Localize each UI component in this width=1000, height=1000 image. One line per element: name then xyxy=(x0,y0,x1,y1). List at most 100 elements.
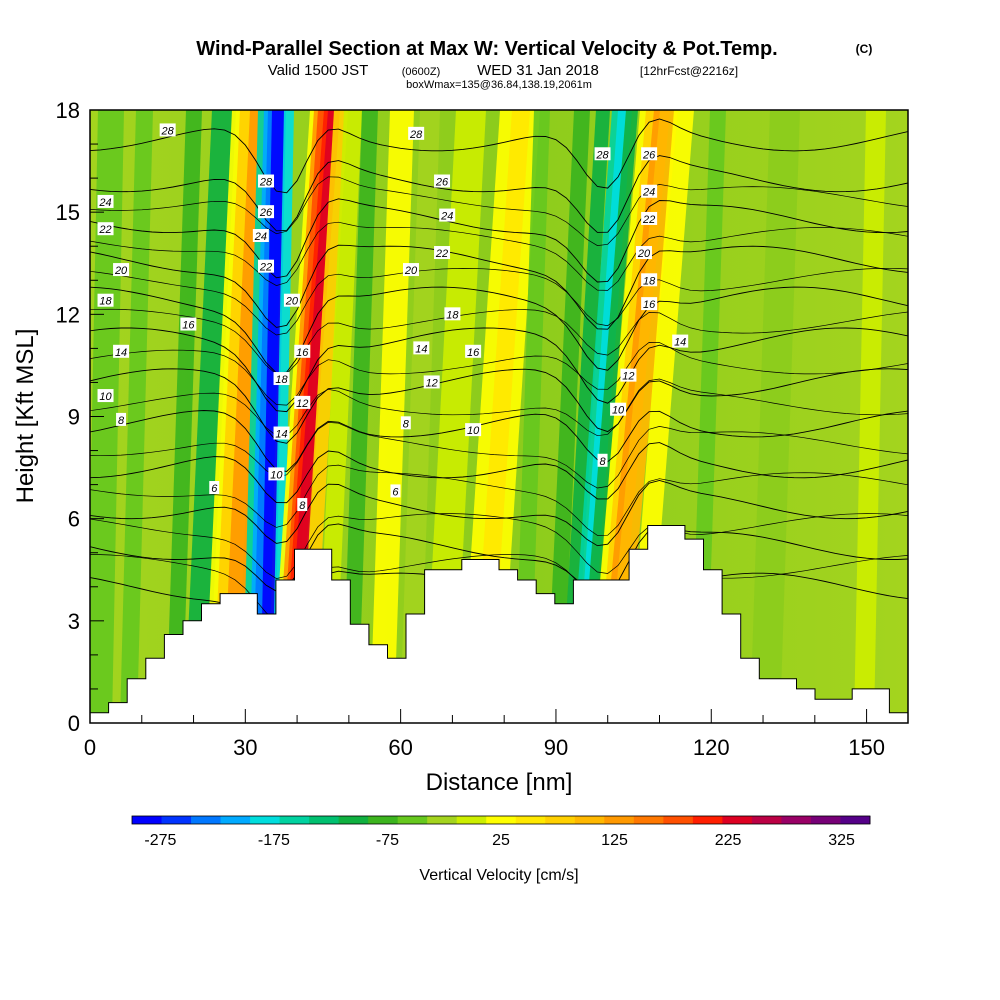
theta-label: 28 xyxy=(408,126,425,141)
theta-contour xyxy=(90,513,908,579)
theta-label: 22 xyxy=(434,246,451,260)
theta-label: 20 xyxy=(283,293,300,308)
chart-title: Wind-Parallel Section at Max W: Vertical… xyxy=(196,38,777,60)
theta-contour xyxy=(90,422,908,489)
velocity-band xyxy=(560,110,610,723)
colorbar-swatch xyxy=(810,816,841,824)
colorbar-swatch xyxy=(515,816,546,824)
colorbar-tick-label: 25 xyxy=(492,832,510,849)
theta-label: 24 xyxy=(439,208,456,223)
theta-label: 6 xyxy=(209,481,220,495)
theta-contour xyxy=(90,221,908,291)
theta-label: 10 xyxy=(610,402,627,417)
theta-label-text: 16 xyxy=(296,347,309,359)
y-axis: 0 3 6 9 12 15 18 xyxy=(56,98,104,736)
theta-label: 12 xyxy=(423,375,440,389)
colorbar-swatch xyxy=(604,816,635,824)
theta-label-text: 24 xyxy=(642,187,655,199)
colorbar: -275 -175 -75 25 125 225 325 xyxy=(131,815,871,849)
x-tick-label: 150 xyxy=(848,735,885,760)
theta-label-text: 20 xyxy=(285,296,299,308)
colorbar-frame xyxy=(131,815,871,825)
theta-label-text: 24 xyxy=(440,211,453,223)
velocity-band xyxy=(546,110,590,723)
theta-contour xyxy=(90,244,908,330)
theta-contour xyxy=(90,176,908,246)
theta-label: 24 xyxy=(641,184,658,199)
theta-label-text: 8 xyxy=(403,418,410,430)
colorbar-swatch xyxy=(191,816,222,824)
theta-label-text: 6 xyxy=(211,483,218,495)
y-tick-label: 6 xyxy=(68,507,80,532)
colorbar-swatch xyxy=(279,816,310,824)
theta-contour xyxy=(90,523,908,596)
theta-label: 26 xyxy=(434,174,451,189)
subtitle-forecast: [12hrFcst@2216z] xyxy=(640,64,738,78)
theta-label-text: 12 xyxy=(622,371,634,383)
velocity-band xyxy=(604,110,678,723)
terrain xyxy=(90,525,908,723)
theta-label: 20 xyxy=(402,263,419,277)
theta-label: 24 xyxy=(252,229,269,243)
colorbar-swatch xyxy=(633,816,664,824)
colorbar-swatch xyxy=(338,816,369,824)
theta-label-text: 28 xyxy=(595,149,609,161)
theta-label-text: 16 xyxy=(467,347,480,359)
theta-contour xyxy=(90,342,908,406)
colorbar-tick-label: 325 xyxy=(828,832,855,849)
velocity-band xyxy=(750,110,800,723)
theta-label: 24 xyxy=(97,194,114,209)
theta-label: 8 xyxy=(116,412,127,427)
colorbar-swatch xyxy=(722,816,753,824)
theta-contour-labels: 28 24 22 20 18 16 14 10 8 6 28 26 24 22 20 18 16 14 12 10 8 2… xyxy=(97,123,712,604)
theta-contour xyxy=(90,410,908,472)
colorbar-tick-label: -75 xyxy=(376,832,399,849)
theta-label-text: 20 xyxy=(637,248,651,260)
theta-label: 22 xyxy=(641,211,658,226)
colorbar-tick-label: 125 xyxy=(601,832,628,849)
subtitle-date: WED 31 Jan 2018 xyxy=(477,62,599,79)
theta-contour xyxy=(90,155,908,233)
theta-label-text: 18 xyxy=(275,374,288,386)
x-tick-label: 120 xyxy=(693,735,730,760)
colorbar-swatch xyxy=(692,816,723,824)
colorbar-swatch xyxy=(250,816,281,824)
y-tick-label: 9 xyxy=(68,405,80,430)
colorbar-swatch xyxy=(456,816,487,824)
theta-label: 10 xyxy=(465,423,482,437)
theta-label: 18 xyxy=(641,273,658,287)
subtitle-valid: Valid 1500 JST xyxy=(268,62,369,79)
theta-label: 18 xyxy=(273,372,290,386)
theta-label-text: 22 xyxy=(98,224,111,236)
theta-contour xyxy=(90,554,908,622)
theta-label-text: 8 xyxy=(599,456,606,468)
theta-label-text: 14 xyxy=(115,347,127,359)
theta-label-text: 10 xyxy=(467,425,480,437)
theta-label-text: 16 xyxy=(643,299,656,311)
theta-label-text: 16 xyxy=(182,320,195,332)
theta-contour xyxy=(90,308,908,375)
theta-label: 8 xyxy=(297,498,308,512)
y-tick-label: 3 xyxy=(68,609,80,634)
theta-label-text: 20 xyxy=(114,265,128,277)
colorbar-tick-label: 225 xyxy=(715,832,742,849)
theta-label-text: 12 xyxy=(296,398,308,410)
colorbar-swatch xyxy=(781,816,812,824)
plot-area: 28 24 22 20 18 16 14 10 8 6 28 26 24 22 20 18 16 14 12 10 8 2… xyxy=(90,110,908,723)
y-tick-label: 18 xyxy=(56,98,80,123)
theta-label: 16 xyxy=(180,317,197,332)
colorbar-swatch xyxy=(132,816,163,824)
velocity-band xyxy=(184,110,236,723)
x-tick-label: 90 xyxy=(544,735,568,760)
x-tick-label: 0 xyxy=(84,735,96,760)
theta-contour xyxy=(90,368,908,444)
colorbar-swatch xyxy=(309,816,340,824)
theta-label-text: 18 xyxy=(446,309,459,321)
theta-label-text: 26 xyxy=(642,149,656,161)
velocity-band xyxy=(166,110,202,723)
colorbar-swatch xyxy=(751,816,782,824)
colorbar-swatch xyxy=(427,816,458,824)
y-tick-label: 15 xyxy=(56,200,80,225)
x-tick-label: 30 xyxy=(233,735,257,760)
